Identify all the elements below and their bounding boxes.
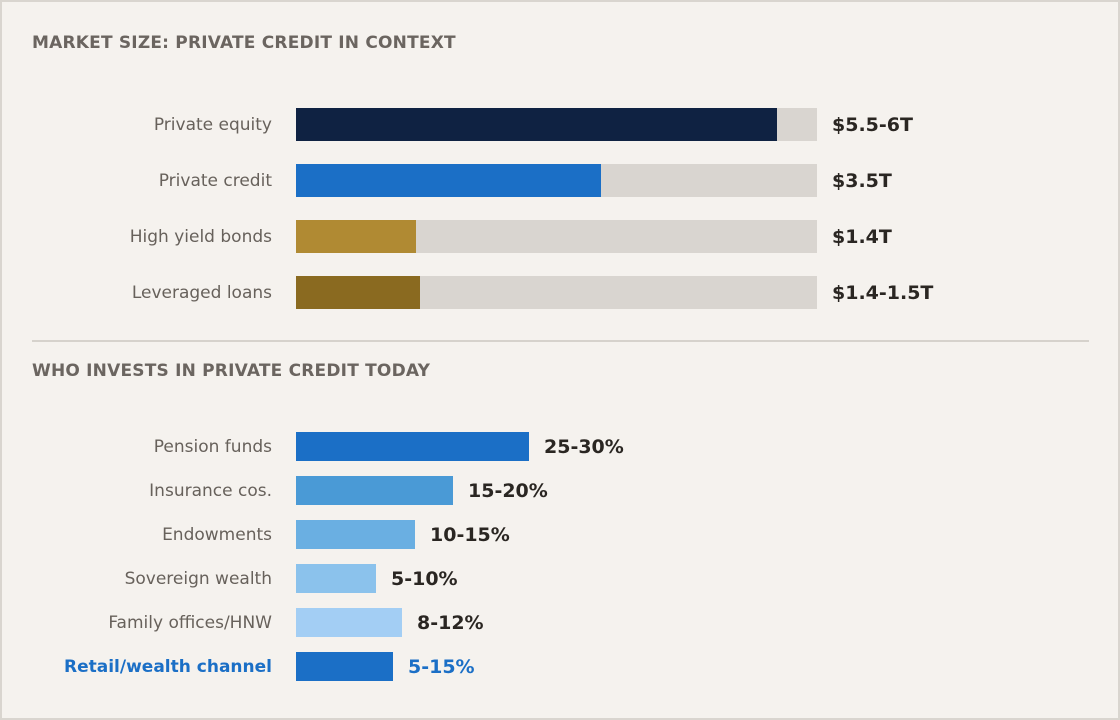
category-label: Private equity	[153, 114, 272, 135]
category-label: Pension funds	[153, 436, 272, 457]
category-label: Sovereign wealth	[124, 568, 272, 589]
value-label: 25-30%	[544, 435, 624, 458]
category-label: Endowments	[162, 524, 272, 545]
bar	[296, 220, 416, 253]
value-label: 10-15%	[430, 523, 510, 546]
bar	[296, 476, 453, 505]
category-label: Insurance cos.	[149, 480, 272, 501]
value-label: $5.5-6T	[832, 113, 913, 136]
section-divider	[32, 340, 1089, 342]
category-label: Leveraged loans	[131, 282, 272, 303]
value-label: $3.5T	[832, 169, 892, 192]
bar	[296, 608, 402, 637]
bar	[296, 520, 415, 549]
value-label: 5-15%	[408, 655, 475, 678]
bar	[296, 276, 420, 309]
value-label: 5-10%	[391, 567, 458, 590]
bar	[296, 164, 601, 197]
category-label: High yield bonds	[129, 226, 272, 247]
category-label: Private credit	[158, 170, 272, 191]
bar	[296, 432, 529, 461]
bar	[296, 108, 777, 141]
category-label: Family offices/HNW	[108, 612, 272, 633]
category-label: Retail/wealth channel	[64, 656, 272, 677]
value-label: 15-20%	[468, 479, 548, 502]
value-label: $1.4-1.5T	[832, 281, 934, 304]
value-label: 8-12%	[417, 611, 484, 634]
investors-title: WHO INVESTS IN PRIVATE CREDIT TODAY	[32, 361, 431, 381]
bar	[296, 652, 393, 681]
market-size-title: MARKET SIZE: PRIVATE CREDIT IN CONTEXT	[32, 33, 456, 53]
value-label: $1.4T	[832, 225, 892, 248]
bar	[296, 564, 376, 593]
